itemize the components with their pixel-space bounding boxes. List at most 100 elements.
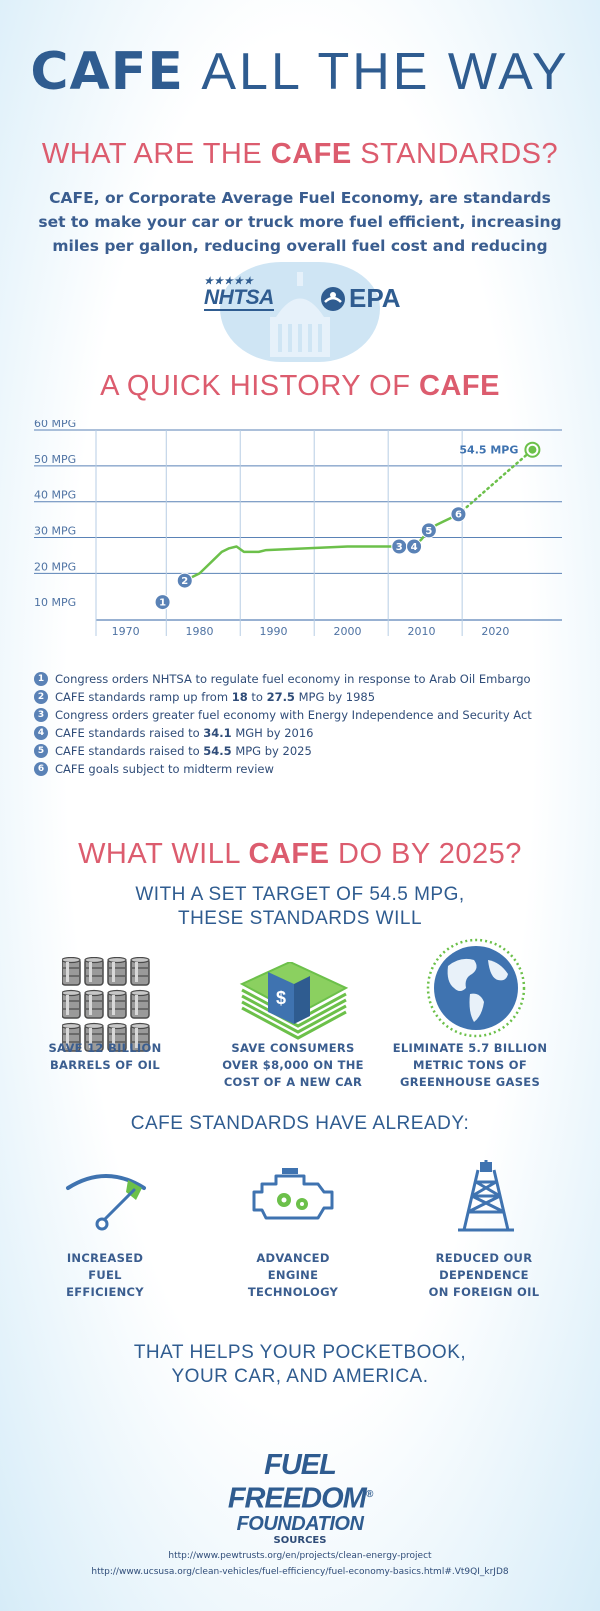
section2-heading-bold: CAFE (418, 370, 500, 402)
label-line: EFFICIENCY (66, 1285, 144, 1299)
x-tick-label: 2000 (333, 625, 361, 638)
legend-item-6: 6 CAFE goals subject to midterm review (34, 760, 594, 778)
svg-text:$: $ (276, 988, 286, 1008)
label-line: ON FOREIGN OIL (428, 1285, 540, 1299)
milestone-marker (450, 506, 467, 523)
legend-text-bold: 34.1 (203, 726, 232, 740)
legend-text-part: MGH by 2016 (231, 726, 314, 740)
nhtsa-logo-text: NHTSA (204, 286, 274, 311)
label-line: SAVE CONSUMERS (231, 1041, 355, 1055)
legend-item-3: 3 Congress orders greater fuel economy w… (34, 706, 594, 724)
label-line: DEPENDENCE (439, 1268, 529, 1282)
history-legend: 1 Congress orders NHTSA to regulate fuel… (34, 670, 594, 778)
capitol-seal-icon (220, 262, 380, 362)
legend-text-bold: 18 (231, 690, 248, 704)
save-oil-label: SAVE 12 BILLION BARRELS OF OIL (20, 1040, 190, 1074)
oil-derrick-icon (458, 1160, 514, 1232)
engine-icon (252, 1168, 334, 1220)
source-link[interactable]: http://www.ucsusa.org/clean-vehicles/fue… (91, 1567, 509, 1577)
milestone-marker-label: 3 (396, 542, 403, 553)
oil-barrels-icon (62, 957, 150, 1052)
label-line: REDUCED OUR (435, 1251, 533, 1265)
title-rest: ALL THE WAY (201, 43, 570, 101)
section2-heading-pre: A QUICK HISTORY OF (100, 370, 419, 402)
milestone-marker-label: 2 (181, 576, 188, 587)
legend-text-part: CAFE standards raised to (55, 726, 204, 740)
legend-text: CAFE standards ramp up from 18 to 27.5 M… (55, 690, 375, 704)
nhtsa-logo: ★★★★★ NHTSA (204, 276, 274, 311)
legend-text: Congress orders NHTSA to regulate fuel e… (55, 672, 531, 686)
fuel-freedom-logo: FUEL FREEDOM® FOUNDATION (190, 1450, 410, 1534)
save-money-label: SAVE CONSUMERS OVER $8,000 ON THE COST O… (208, 1040, 378, 1091)
x-tick-label: 1970 (112, 625, 140, 638)
legend-number-badge: 5 (34, 744, 48, 758)
section1-heading-bold: CAFE (270, 138, 352, 170)
section3-heading: WHAT WILL CAFE DO BY 2025? (0, 838, 600, 871)
section1-heading-post: STANDARDS? (351, 138, 559, 170)
milestone-marker (154, 594, 171, 611)
section3-heading-post: DO BY 2025? (329, 838, 522, 870)
label-line: OVER $8,000 ON THE (222, 1058, 364, 1072)
legend-number-badge: 6 (34, 762, 48, 776)
label-line: COST OF A NEW CAR (223, 1075, 363, 1089)
label-line: METRIC TONS OF (412, 1058, 528, 1072)
y-tick-label: 30 MPG (34, 525, 76, 538)
x-tick-label: 2010 (407, 625, 435, 638)
label-line: FUEL (88, 1268, 122, 1282)
y-tick-label: 60 MPG (34, 420, 76, 430)
star-row-icon: ★★★★★ (204, 276, 254, 287)
registered-mark: ® (365, 1489, 373, 1500)
x-tick-label: 1990 (260, 625, 288, 638)
milestone-marker (176, 572, 193, 589)
section1-heading: WHAT ARE THE CAFE STANDARDS? (0, 138, 600, 171)
y-tick-label: 20 MPG (34, 560, 76, 573)
y-tick-label: 10 MPG (34, 596, 76, 609)
milestone-marker-label: 4 (411, 542, 418, 553)
legend-text-part: to (247, 690, 267, 704)
legend-item-2: 2 CAFE standards ramp up from 18 to 27.5… (34, 688, 594, 706)
logo-line1: FUEL FREEDOM (227, 1449, 367, 1515)
legend-text-bold: 27.5 (266, 690, 295, 704)
legend-text: CAFE goals subject to midterm review (55, 762, 274, 776)
history-chart: 10 MPG 20 MPG 30 MPG 40 MPG 50 MPG 60 MPG 1970… (34, 420, 562, 638)
globe-icon (426, 938, 526, 1038)
epa-flower-icon (321, 286, 345, 311)
greenhouse-label: ELIMINATE 5.7 BILLION METRIC TONS OF GRE… (385, 1040, 555, 1091)
engine-tech-label: ADVANCED ENGINE TECHNOLOGY (208, 1250, 378, 1301)
title-bold: CAFE (30, 42, 184, 102)
milestone-marker-label: 1 (159, 598, 166, 609)
section1-heading-pre: WHAT ARE THE (41, 138, 271, 170)
legend-text: CAFE standards raised to 34.1 MGH by 201… (55, 726, 314, 740)
y-tick-label: 40 MPG (34, 489, 76, 502)
source-link[interactable]: http://www.pewtrusts.org/en/projects/cle… (168, 1551, 432, 1561)
target-endpoint-dot (528, 445, 537, 454)
section2-heading: A QUICK HISTORY OF CAFE (0, 370, 600, 403)
legend-text-part: CAFE standards raised to (55, 744, 204, 758)
closing-statement: THAT HELPS YOUR POCKETBOOK, YOUR CAR, AN… (0, 1341, 600, 1389)
label-line: GREENHOUSE GASES (399, 1075, 541, 1089)
target-subheading-line: THESE STANDARDS WILL (177, 908, 423, 929)
label-line: ENGINE (267, 1268, 319, 1282)
label-line: TECHNOLOGY (247, 1285, 339, 1299)
label-line: SAVE 12 BILLION (48, 1041, 162, 1055)
money-stack-icon: $ (239, 962, 349, 1040)
label-line: ELIMINATE 5.7 BILLION (392, 1041, 548, 1055)
logo-line2: FOUNDATION (236, 1512, 364, 1535)
section3-heading-bold: CAFE (248, 838, 330, 870)
epa-logo: EPA (320, 283, 401, 314)
page-title: CAFE ALL THE WAY (0, 42, 600, 102)
target-endpoint-label: 54.5 MPG (459, 444, 518, 457)
legend-number-badge: 1 (34, 672, 48, 686)
legend-text: CAFE standards raised to 54.5 MPG by 202… (55, 744, 312, 758)
x-tick-label: 1980 (186, 625, 214, 638)
section3-heading-pre: WHAT WILL (78, 838, 249, 870)
legend-text-part: MPG by 1985 (294, 690, 376, 704)
projection-line (457, 448, 534, 516)
legend-number-badge: 4 (34, 726, 48, 740)
target-subheading-line: WITH A SET TARGET OF 54.5 MPG, (135, 884, 465, 905)
fuel-gauge-icon (66, 1174, 146, 1231)
legend-item-5: 5 CAFE standards raised to 54.5 MPG by 2… (34, 742, 594, 760)
legend-text-part: CAFE standards ramp up from (55, 690, 232, 704)
closing-line: THAT HELPS YOUR POCKETBOOK, (133, 1342, 467, 1363)
closing-line: YOUR CAR, AND AMERICA. (171, 1366, 429, 1387)
